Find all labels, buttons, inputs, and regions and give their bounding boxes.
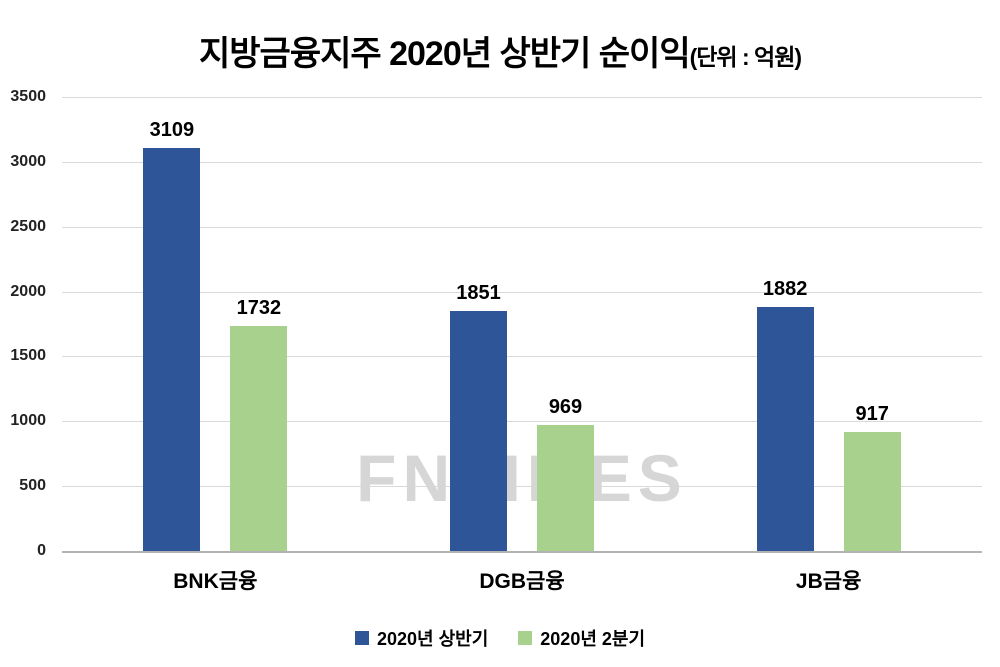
gridline — [62, 421, 982, 423]
bar-column: 1732 — [230, 97, 288, 551]
bar-column: 1882 — [756, 97, 814, 551]
bar-column: 917 — [843, 97, 901, 551]
bar — [843, 432, 901, 551]
bar — [230, 326, 288, 551]
chart-title-unit: (단위 : 억원) — [689, 44, 802, 70]
bar-group: 1851 969 — [369, 97, 676, 551]
legend-item: 2020년 2분기 — [518, 625, 645, 651]
bar-value-label: 969 — [548, 396, 583, 419]
legend-swatch — [354, 631, 369, 645]
bar-group: 1882 917 — [675, 97, 982, 551]
bar-groups: 3109 1732 1851 969 1882 917 — [62, 97, 982, 551]
bar-value-label: 1732 — [236, 297, 282, 320]
y-tick-label: 3500 — [10, 88, 46, 105]
bar-value-label: 917 — [855, 403, 889, 426]
y-tick-label: 1000 — [10, 412, 46, 430]
category-label: BNK금융 — [173, 570, 258, 593]
y-tick-label: 1500 — [10, 347, 46, 365]
bar-column: 969 — [537, 97, 594, 551]
bar-group: 3109 1732 — [62, 97, 369, 551]
bar-value-label: 3109 — [149, 118, 195, 141]
legend: 2020년 상반기 2020년 2분기 — [0, 625, 1000, 651]
bar-column: 1851 — [450, 97, 507, 551]
category-label: DGB금융 — [479, 570, 565, 593]
gridline — [62, 161, 982, 163]
gridline — [62, 97, 982, 98]
y-tick-label: 0 — [37, 542, 46, 559]
chart-title-main: 지방금융지주 2020년 상반기 순이익 — [198, 35, 691, 73]
x-axis-labels: BNK금융 DGB금융 JB금융 — [62, 565, 982, 595]
y-axis-labels: 0 500 1000 1500 2000 2500 3000 3500 — [0, 88, 52, 559]
y-tick-label: 3000 — [10, 152, 46, 170]
legend-item: 2020년 상반기 — [354, 625, 489, 651]
plot-area: FNTIMES 3109 1732 1851 969 1882 917 — [62, 97, 982, 553]
bar — [756, 306, 814, 551]
bar — [450, 310, 507, 551]
bar-value-label: 1851 — [456, 281, 501, 304]
y-tick-label: 2000 — [10, 282, 46, 300]
legend-label: 2020년 상반기 — [376, 629, 489, 649]
y-tick-label: 2500 — [10, 217, 46, 235]
chart-title: 지방금융지주 2020년 상반기 순이익(단위 : 억원) — [0, 26, 1000, 75]
bar — [143, 147, 201, 551]
gridline — [62, 356, 982, 358]
gridline — [62, 291, 982, 293]
bar-column: 3109 — [143, 97, 201, 551]
y-tick-label: 500 — [19, 477, 46, 495]
watermark: FNTIMES — [356, 441, 688, 516]
legend-swatch — [518, 631, 533, 645]
bar-value-label: 1882 — [762, 277, 808, 300]
legend-label: 2020년 2분기 — [540, 629, 646, 649]
category-label: JB금융 — [795, 570, 862, 593]
gridline — [62, 226, 982, 228]
bar — [537, 425, 594, 551]
gridline — [62, 486, 982, 488]
